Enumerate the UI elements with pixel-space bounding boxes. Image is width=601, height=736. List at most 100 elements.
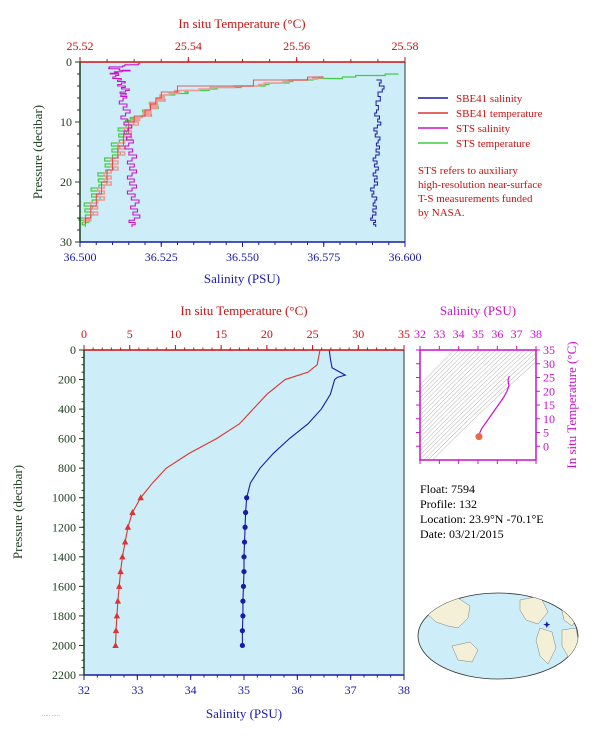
sal-tick-label: 36.575: [307, 250, 340, 264]
density-contour: [432, 361, 536, 460]
density-contour: [420, 350, 478, 407]
ts-temp-tick-label: 10: [543, 412, 555, 426]
temperature-marker: [112, 627, 120, 634]
float-star-icon: [543, 621, 551, 629]
density-contour: [420, 350, 535, 460]
density-contour: [420, 350, 464, 394]
full-profile-ticks: 0 5 10 15 20 25 30 35 32 33 34 35 36 37 38 0 200 400 600 80…: [52, 327, 410, 697]
temp-tick-label: 10: [169, 327, 181, 341]
sbe41-temperature-core: [85, 76, 324, 224]
sal-tick-label: 36.525: [145, 250, 178, 264]
location: Location: 23.9°N -70.1°E: [420, 512, 544, 526]
temperature-marker: [116, 582, 123, 589]
pres-tick-label: 2200: [52, 668, 76, 682]
density-contour: [420, 350, 483, 412]
ts-density-contours: [420, 350, 536, 460]
pres-tick-label: 30: [60, 235, 72, 249]
pres-tick-label: 10: [60, 115, 72, 129]
sal-tick-label: 36.550: [226, 250, 259, 264]
pres-tick-label: 1400: [52, 550, 76, 564]
date: Date: 03/21/2015: [420, 527, 504, 541]
legend: SBE41 salinity SBE41 temperature STS sal…: [418, 93, 543, 219]
sal-tick-label: 36.500: [64, 250, 97, 264]
temperature-marker: [112, 641, 119, 648]
near-surface-left-axis-label: Pressure (decibar): [30, 105, 45, 199]
salinity-marker: [241, 568, 247, 575]
float-id: Float: 7594: [420, 482, 475, 496]
pres-tick-label: 800: [58, 461, 76, 475]
temperature-marker: [119, 553, 126, 560]
legend-item-sts-temperature: STS temperature: [418, 138, 530, 150]
legend-label: SBE41 salinity: [456, 93, 523, 105]
pres-tick-label: 20: [60, 175, 72, 189]
sal-tick-label: 38: [398, 683, 410, 697]
full-profile-bottom-axis-label: Salinity (PSU): [206, 706, 282, 721]
density-contour: [420, 350, 525, 451]
sts-note-line: STS refers to auxiliary: [418, 165, 518, 177]
legend-item-sbe-temperature: SBE41 temperature: [418, 108, 543, 120]
near-surface-top-axis-label: In situ Temperature (°C): [178, 16, 305, 31]
temp-tick-label: 20: [261, 327, 273, 341]
ts-sal-tick-label: 37: [511, 327, 523, 341]
ts-sal-tick-label: 36: [491, 327, 503, 341]
density-contour: [420, 350, 521, 447]
density-contour: [420, 350, 506, 434]
ts-temp-tick-label: 35: [543, 343, 555, 357]
salinity-marker: [241, 554, 247, 560]
ts-temp-tick-label: 0: [543, 439, 549, 453]
profile-number: Profile: 132: [420, 497, 477, 511]
sal-tick-label: 35: [238, 683, 250, 697]
continent-asia-north: [419, 593, 439, 611]
footer-stamp: ····· ·····: [42, 714, 60, 719]
temperature-profile-line: [114, 350, 321, 646]
pres-tick-label: 0: [70, 343, 76, 357]
legend-item-sbe-salinity: SBE41 salinity: [418, 93, 523, 105]
near-surface-series: [78, 63, 399, 227]
legend-label: SBE41 temperature: [456, 108, 543, 120]
density-contour: [420, 350, 497, 425]
temp-tick-label: 25.54: [175, 39, 202, 53]
pres-tick-label: 0: [66, 55, 72, 69]
continent-south-america: [535, 627, 557, 665]
ts-sal-tick-label: 35: [472, 327, 484, 341]
sal-tick-label: 36.600: [389, 250, 422, 264]
near-surface-ticks: 25.52 25.54 25.56 25.58 36.500 36.525 36.550 36…: [60, 39, 422, 264]
ts-sal-tick-label: 32: [414, 327, 426, 341]
density-contour: [420, 350, 516, 443]
density-contour: [420, 350, 501, 429]
continent-australia: [451, 641, 479, 663]
temperature-marker: [113, 612, 121, 619]
temp-tick-label: 15: [215, 327, 227, 341]
pres-tick-label: 1200: [52, 520, 76, 534]
ts-sal-tick-label: 33: [433, 327, 445, 341]
temp-tick-label: 30: [352, 327, 364, 341]
temperature-marker: [137, 494, 144, 501]
full-profile-top-axis-label: In situ Temperature (°C): [180, 303, 307, 318]
temperature-marker: [124, 523, 132, 530]
ts-deep-cluster: [475, 433, 483, 441]
density-contour: [420, 350, 487, 416]
density-contour: [423, 352, 536, 460]
pres-tick-label: 200: [58, 373, 76, 387]
density-contour: [420, 350, 455, 385]
temperature-marker: [121, 538, 129, 545]
density-contour: [420, 350, 469, 399]
ts-temp-tick-label: 25: [543, 371, 555, 385]
full-profile-left-axis-label: Pressure (decibar): [10, 465, 25, 559]
temperature-marker: [117, 568, 124, 575]
salinity-marker: [242, 524, 248, 530]
salinity-marker: [240, 598, 246, 604]
world-map: [417, 592, 579, 680]
sts-note-line: T-S measurements funded: [418, 193, 533, 205]
temperature-marker: [129, 509, 136, 515]
legend-label: STS temperature: [456, 138, 530, 150]
salinity-marker: [243, 509, 249, 516]
ts-diagram-series: [475, 375, 510, 441]
temp-tick-label: 25: [307, 327, 319, 341]
salinity-marker: [240, 583, 247, 589]
sal-tick-label: 32: [78, 683, 90, 697]
ts-sal-tick-label: 38: [530, 327, 542, 341]
near-surface-bottom-axis-label: Salinity (PSU): [204, 271, 280, 286]
ts-temp-tick-label: 15: [543, 398, 555, 412]
